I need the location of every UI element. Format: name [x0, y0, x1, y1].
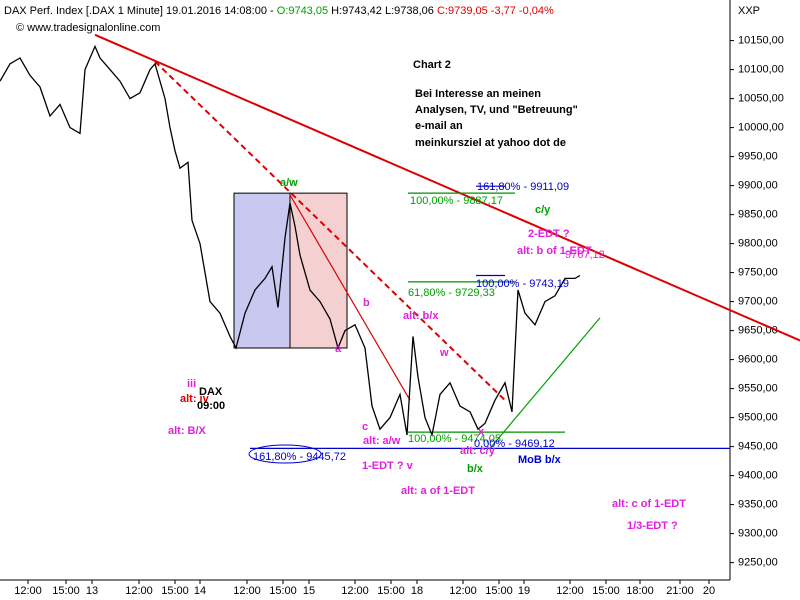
- y-tick-label: 9700,00: [738, 296, 778, 308]
- annotation: iii: [187, 378, 196, 390]
- x-tick-label: 12:00: [449, 585, 477, 597]
- annotation: 1/3-EDT ?: [627, 520, 678, 532]
- x-tick-label: 18:00: [626, 585, 654, 597]
- header-part: DAX Perf. Index [.DAX 1 Minute] 19.01.20…: [4, 5, 277, 17]
- y-tick-label: 9550,00: [738, 383, 778, 395]
- y-tick-label: 9800,00: [738, 238, 778, 250]
- x-tick-label: 15:00: [161, 585, 189, 597]
- y-tick-label: 9900,00: [738, 180, 778, 192]
- header-part: C:9739,05 -3,77 -0,04%: [437, 5, 554, 17]
- annotation: x: [478, 426, 485, 438]
- x-tick-label: 21:00: [666, 585, 694, 597]
- annotation: b/x: [467, 463, 484, 475]
- annotation: meinkursziel at yahoo dot de: [415, 137, 566, 149]
- x-tick-label: 15:00: [485, 585, 513, 597]
- annotation: alt: c/y: [460, 445, 496, 457]
- annotation: b: [363, 297, 370, 309]
- x-tick-label: 19: [518, 585, 530, 597]
- annotation: 100,00% - 9743,19: [476, 278, 569, 290]
- trendline: [489, 317, 601, 449]
- annotation: alt: iv: [180, 393, 210, 405]
- x-tick-label: 12:00: [233, 585, 261, 597]
- y-tick-label: 9850,00: [738, 209, 778, 221]
- x-tick-label: 15:00: [269, 585, 297, 597]
- x-tick-label: 15:00: [592, 585, 620, 597]
- y-tick-label: 10050,00: [738, 93, 784, 105]
- annotation: 100,00% - 9887,17: [410, 195, 503, 207]
- x-tick-label: 12:00: [341, 585, 369, 597]
- trendline: [94, 33, 800, 342]
- header-part: H:9743,42 L:9738,06: [328, 5, 437, 17]
- annotation: Analysen, TV, und "Betreuung": [415, 104, 578, 116]
- y-tick-label: 9950,00: [738, 151, 778, 163]
- annotation: Chart 2: [413, 59, 451, 71]
- y-tick-label: 9500,00: [738, 412, 778, 424]
- annotation: w: [439, 347, 449, 359]
- annotation: alt: b/x: [403, 310, 439, 322]
- annotation: c: [362, 421, 368, 433]
- x-tick-label: 12:00: [14, 585, 42, 597]
- y-tick-label: 10150,00: [738, 35, 784, 47]
- annotation: 161,80% - 9911,09: [477, 181, 569, 193]
- y-tick-label: 9400,00: [738, 470, 778, 482]
- header: DAX Perf. Index [.DAX 1 Minute] 19.01.20…: [4, 5, 554, 17]
- annotation: alt: a of 1-EDT: [401, 485, 475, 497]
- axis-name: XXP: [738, 5, 760, 17]
- y-tick-label: 9300,00: [738, 528, 778, 540]
- annotation: MoB b/x: [518, 454, 562, 466]
- annotation: 161,80% - 9445,72: [253, 451, 346, 463]
- annotation: e-mail an: [415, 120, 463, 132]
- x-tick-label: 14: [194, 585, 206, 597]
- y-tick-label: 9600,00: [738, 354, 778, 366]
- trendline: [289, 194, 411, 401]
- annotation: DAX: [199, 386, 223, 398]
- annotation: a: [335, 343, 342, 355]
- box: [289, 192, 348, 349]
- annotation: 100,00% - 9474,05: [408, 433, 501, 445]
- x-tick-label: 15:00: [52, 585, 80, 597]
- annotation: alt: a/w: [363, 435, 401, 447]
- trendline: [154, 60, 506, 401]
- x-tick-label: 15:00: [377, 585, 405, 597]
- fib-marker: [248, 444, 322, 464]
- y-tick-label: 9750,00: [738, 267, 778, 279]
- annotation: Bei Interesse an meinen: [415, 88, 541, 100]
- x-tick-label: 15: [303, 585, 315, 597]
- y-tick-label: 10000,00: [738, 122, 784, 134]
- copyright: © www.tradesignalonline.com: [16, 22, 160, 34]
- annotation: 9767,12: [565, 249, 605, 261]
- annotation: a/w: [280, 177, 298, 189]
- price-line: [0, 44, 581, 438]
- x-tick-label: 12:00: [125, 585, 153, 597]
- y-tick-label: 9450,00: [738, 441, 778, 453]
- header-part: O:9743,05: [277, 5, 328, 17]
- annotation: alt: b of 1-EDT: [517, 245, 592, 257]
- annotation: 1-EDT ? v: [362, 460, 414, 472]
- annotation: 0,00% - 9469,12: [474, 438, 555, 450]
- x-tick-label: 13: [86, 585, 98, 597]
- y-tick-label: 9650,00: [738, 325, 778, 337]
- annotation: 09:00: [197, 400, 225, 412]
- annotation: 61,80% - 9729,33: [408, 287, 495, 299]
- annotation: alt: c of 1-EDT: [612, 498, 686, 510]
- y-tick-label: 9250,00: [738, 557, 778, 569]
- annotation: alt: B/X: [168, 425, 207, 437]
- annotation: c/y: [535, 204, 551, 216]
- x-tick-label: 18: [411, 585, 423, 597]
- y-tick-label: 9350,00: [738, 499, 778, 511]
- y-tick-label: 10100,00: [738, 64, 784, 76]
- x-tick-label: 20: [703, 585, 715, 597]
- annotation: 2-EDT ?: [528, 228, 570, 240]
- x-tick-label: 12:00: [556, 585, 584, 597]
